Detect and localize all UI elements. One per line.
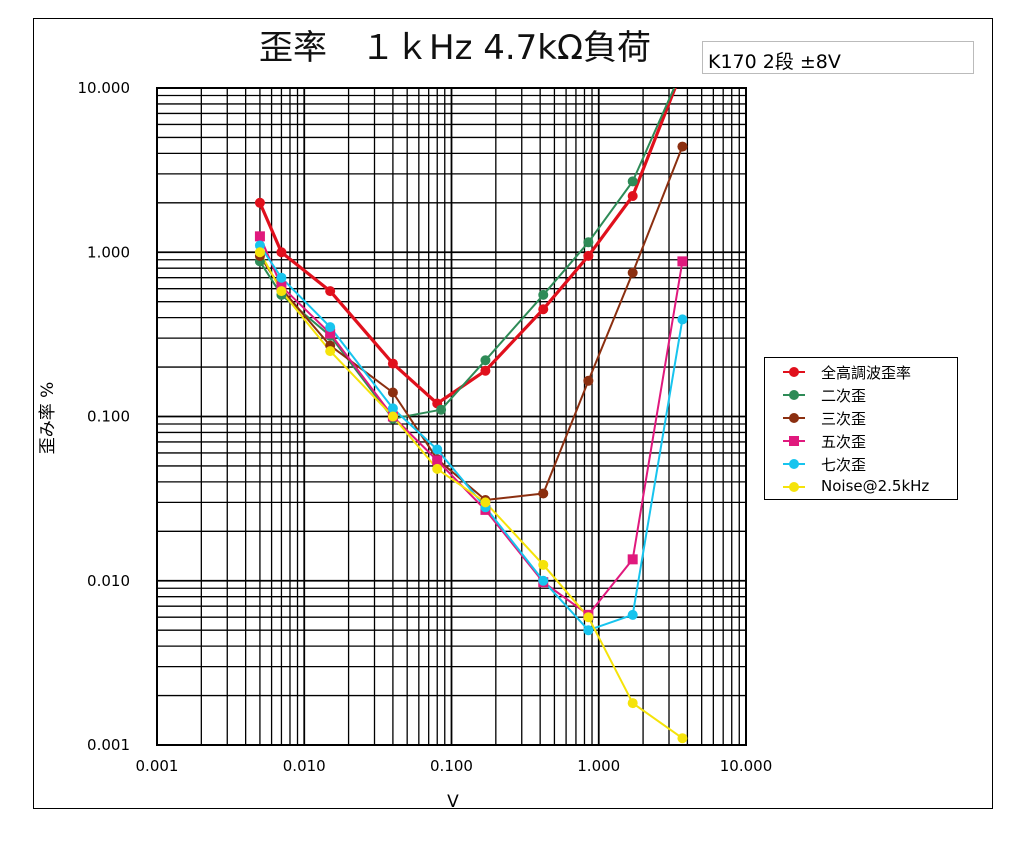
chart-title: 歪率 １ｋHz 4.7kΩ負荷 xyxy=(259,28,651,68)
data-point xyxy=(254,197,265,208)
data-point xyxy=(387,387,398,398)
legend-marker xyxy=(789,459,799,469)
data-point xyxy=(254,231,265,242)
grid xyxy=(156,87,747,746)
data-point xyxy=(538,488,549,499)
data-point xyxy=(387,403,398,414)
data-point xyxy=(325,286,336,297)
legend-marker xyxy=(789,436,799,446)
chart-frame xyxy=(33,18,993,809)
legend-label: 七次歪 xyxy=(821,456,867,474)
data-point xyxy=(677,141,688,152)
x-tick-label: 0.100 xyxy=(430,757,473,775)
data-point xyxy=(583,612,594,623)
data-point xyxy=(432,463,443,474)
legend-marker xyxy=(789,413,799,423)
legend-label: 二次歪 xyxy=(821,387,867,405)
x-tick-label: 1.000 xyxy=(577,757,620,775)
y-tick-label: 0.010 xyxy=(87,572,130,590)
legend-marker xyxy=(789,390,799,400)
data-point xyxy=(583,375,594,386)
data-point xyxy=(387,358,398,369)
legend-item: 三次歪 xyxy=(765,407,957,429)
data-point xyxy=(432,455,443,466)
series-line-5 xyxy=(259,251,683,740)
legend-item: 五次歪 xyxy=(765,430,957,452)
legend-item: Noise@2.5kHz xyxy=(765,476,957,498)
y-axis-title: 歪み率 % xyxy=(38,382,58,455)
data-point xyxy=(677,314,688,325)
series-line-4 xyxy=(259,244,684,632)
legend-label: 五次歪 xyxy=(821,433,867,451)
legend-marker xyxy=(789,482,799,492)
legend-label: 全高調波歪率 xyxy=(821,364,912,382)
x-axis-title: V xyxy=(447,792,459,812)
y-tick-label: 10.000 xyxy=(78,79,131,97)
data-point xyxy=(325,328,336,339)
data-point xyxy=(538,575,549,586)
data-point xyxy=(325,322,336,333)
note-box: K170 2段 ±8V xyxy=(702,41,974,74)
x-tick-label: 0.010 xyxy=(283,757,326,775)
data-point xyxy=(254,247,265,258)
data-point xyxy=(677,733,688,744)
data-point xyxy=(480,497,491,508)
data-point xyxy=(627,191,638,202)
data-point xyxy=(538,304,549,315)
legend-label: Noise@2.5kHz xyxy=(821,477,930,495)
data-point xyxy=(276,272,287,283)
data-point xyxy=(627,554,638,565)
legend-label: 三次歪 xyxy=(821,410,867,428)
legend-item: 七次歪 xyxy=(765,453,957,475)
x-tick-label: 10.000 xyxy=(720,757,773,775)
data-point xyxy=(436,404,447,415)
series-group xyxy=(254,88,688,744)
data-point xyxy=(325,346,336,357)
data-point xyxy=(677,256,688,267)
data-point xyxy=(583,250,594,261)
legend-item: 全高調波歪率 xyxy=(765,361,957,383)
series-line-0 xyxy=(258,88,677,406)
legend-marker xyxy=(789,367,799,377)
data-point xyxy=(627,267,638,278)
data-point xyxy=(276,286,287,297)
series-line-1 xyxy=(259,88,676,420)
data-point xyxy=(387,411,398,422)
data-point xyxy=(480,355,491,366)
series-line-3 xyxy=(258,235,684,616)
data-point xyxy=(627,698,638,709)
y-tick-label: 1.000 xyxy=(87,243,130,261)
y-tick-label: 0.100 xyxy=(87,408,130,426)
legend: 全高調波歪率 二次歪三次歪五次歪七次歪 Noise@2.5kHz xyxy=(764,357,958,500)
data-point xyxy=(627,176,638,187)
data-point xyxy=(583,625,594,636)
data-point xyxy=(583,237,594,248)
data-point xyxy=(276,247,287,258)
data-point xyxy=(627,609,638,620)
plot-border xyxy=(156,87,747,746)
y-tick-label: 0.001 xyxy=(87,736,130,754)
data-point xyxy=(480,365,491,376)
legend-item: 二次歪 xyxy=(765,384,957,406)
data-point xyxy=(538,289,549,300)
data-point xyxy=(538,559,549,570)
x-tick-label: 0.001 xyxy=(136,757,179,775)
data-point xyxy=(432,444,443,455)
